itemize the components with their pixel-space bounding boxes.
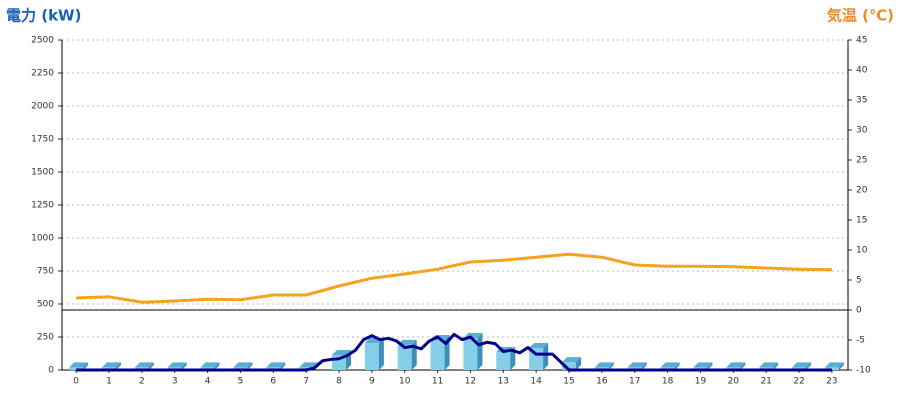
bar-top [660, 362, 680, 368]
y2-tick-label: 35 [856, 96, 867, 106]
bar-top [824, 362, 844, 368]
x-tick-label: 2 [139, 377, 145, 387]
bar-side [674, 362, 680, 370]
x-tick-label: 14 [530, 377, 542, 387]
bar-side [214, 362, 220, 370]
bar-side [510, 347, 516, 370]
x-tick-label: 19 [695, 377, 707, 387]
x-tick-label: 11 [432, 377, 443, 387]
x-tick-label: 6 [270, 377, 276, 387]
x-tick-label: 23 [826, 377, 837, 387]
bar [562, 362, 577, 370]
y2-tick-label: 0 [856, 306, 862, 316]
x-tick-label: 22 [793, 377, 804, 387]
x-tick-label: 12 [465, 377, 476, 387]
bar-side [576, 357, 582, 370]
y2-tick-label: -10 [856, 366, 871, 376]
y-tick-label: 1750 [31, 135, 54, 145]
x-tick-label: 10 [399, 377, 411, 387]
bar-side [115, 362, 121, 370]
bar-top [134, 362, 154, 368]
x-tick-label: 0 [73, 377, 79, 387]
bar-top [200, 362, 220, 368]
bar-top [792, 362, 812, 368]
x-tick-label: 1 [106, 377, 112, 387]
y-tick-label: 2500 [31, 36, 54, 46]
x-tick-label: 16 [596, 377, 608, 387]
x-tick-label: 13 [498, 377, 509, 387]
bar-side [707, 362, 713, 370]
line [76, 332, 832, 372]
x-tick-label: 7 [303, 377, 309, 387]
bar-side [247, 362, 253, 370]
bar-top [627, 362, 647, 368]
bar-top [759, 362, 779, 368]
bar-top [299, 362, 319, 368]
x-tick-label: 4 [205, 377, 211, 387]
y-tick-label: 750 [37, 267, 54, 277]
bar [463, 338, 478, 370]
bar-side [608, 362, 614, 370]
bar-top [69, 362, 89, 368]
y-tick-label: 0 [48, 366, 54, 376]
x-tick-label: 9 [369, 377, 375, 387]
bar-side [83, 362, 89, 370]
x-tick-label: 8 [336, 377, 342, 387]
bar-top [233, 362, 253, 368]
y2-tick-label: 20 [856, 186, 868, 196]
y2-tick-label: 45 [856, 36, 867, 46]
y-tick-label: 1000 [31, 234, 54, 244]
y-axis-title: 電力 (kW) [6, 7, 81, 25]
bar-side [641, 362, 647, 370]
bar [364, 342, 379, 370]
y-tick-label: 2250 [31, 69, 54, 79]
bar-side [280, 362, 286, 370]
y2-tick-label: 40 [856, 66, 868, 76]
y-tick-label: 1500 [31, 168, 54, 178]
bar-top [266, 362, 286, 368]
bar-top [726, 362, 746, 368]
x-tick-label: 3 [172, 377, 178, 387]
y2-tick-label: 10 [856, 246, 868, 256]
bar-side [181, 362, 187, 370]
bar-top [562, 357, 582, 363]
bar-top [397, 339, 417, 345]
y-tick-label: 2000 [31, 102, 54, 112]
x-tick-label: 5 [238, 377, 244, 387]
y-tick-label: 500 [37, 300, 54, 310]
y-tick-label: 1250 [31, 201, 54, 211]
bar [496, 352, 511, 370]
x-tick-label: 17 [629, 377, 640, 387]
y2-tick-label: 30 [856, 126, 868, 136]
line [76, 252, 832, 304]
bar-top [332, 349, 352, 355]
y-tick-label: 250 [37, 333, 54, 343]
bar-side [773, 362, 779, 370]
bar-side [838, 362, 844, 370]
bar-top [529, 342, 549, 348]
bar-top [594, 362, 614, 368]
bar-top [167, 362, 187, 368]
y2-tick-label: -5 [856, 336, 865, 346]
bar-side [543, 342, 549, 370]
bar [430, 340, 445, 370]
bar-top [101, 362, 121, 368]
bar-side [740, 362, 746, 370]
y2-axis-title: 気温 (℃) [827, 7, 894, 25]
y2-tick-label: 15 [856, 216, 867, 226]
x-tick-label: 20 [728, 377, 740, 387]
x-tick-label: 21 [760, 377, 771, 387]
bar-side [477, 333, 483, 370]
bar-side [378, 337, 384, 370]
bar [397, 344, 412, 370]
bar-side [806, 362, 812, 370]
y2-tick-label: 25 [856, 156, 867, 166]
bar-side [148, 362, 154, 370]
x-tick-label: 15 [563, 377, 574, 387]
y2-tick-label: 5 [856, 276, 862, 286]
bar-side [411, 339, 417, 370]
x-tick-label: 18 [662, 377, 674, 387]
bar-top [693, 362, 713, 368]
